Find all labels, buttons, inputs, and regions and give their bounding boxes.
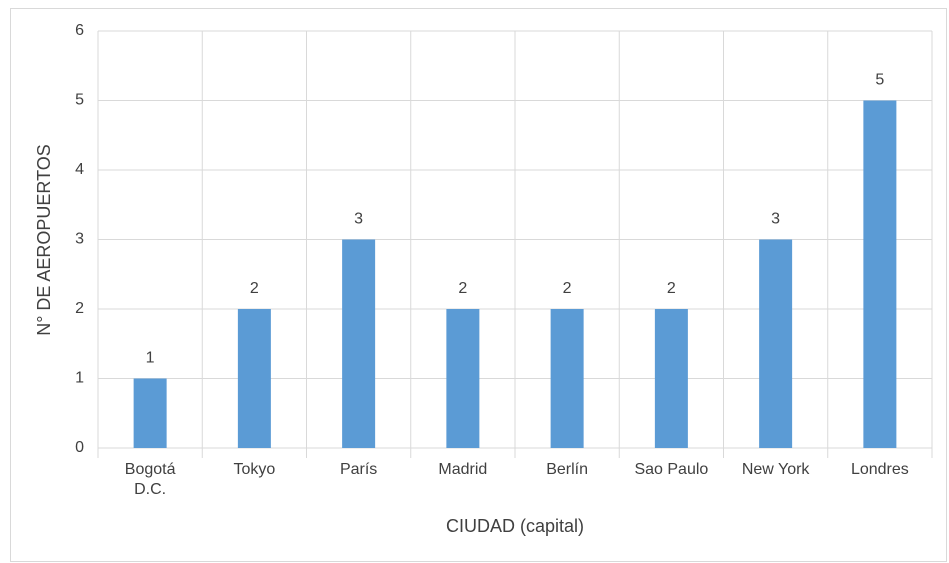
bar (237, 309, 271, 448)
data-label: 5 (875, 72, 884, 89)
data-label: 2 (250, 280, 259, 297)
bar (654, 309, 688, 448)
bar (863, 100, 897, 448)
y-tick-label: 3 (75, 231, 84, 248)
x-tick-label: Berlín (546, 461, 588, 478)
data-label: 3 (354, 211, 363, 228)
y-tick-label: 5 (75, 92, 84, 109)
x-tick-label: Bogotá D.C. (125, 461, 176, 498)
chart-frame (10, 8, 947, 562)
data-label: 2 (458, 280, 467, 297)
x-tick-label: Sao Paulo (634, 461, 708, 478)
bar (550, 309, 584, 448)
x-tick-label: Tokyo (233, 461, 275, 478)
data-label: 1 (146, 350, 155, 367)
data-label: 3 (771, 211, 780, 228)
x-tick-label: New York (742, 461, 811, 478)
bar (759, 239, 793, 448)
x-tick-label: París (340, 461, 377, 478)
x-tick-label: Londres (851, 461, 909, 478)
y-tick-label: 4 (75, 161, 84, 178)
y-axis-label: N° DE AEROPUERTOS (34, 144, 54, 336)
y-tick-label: 2 (75, 300, 84, 317)
x-tick-label: Madrid (438, 461, 487, 478)
bar (342, 239, 376, 448)
bar (133, 378, 167, 448)
bar (446, 309, 480, 448)
data-label: 2 (667, 280, 676, 297)
y-tick-label: 6 (75, 22, 84, 39)
y-tick-label: 1 (75, 370, 84, 387)
y-tick-label: 0 (75, 439, 84, 456)
data-label: 2 (563, 280, 572, 297)
x-axis-label: CIUDAD (capital) (446, 516, 584, 536)
